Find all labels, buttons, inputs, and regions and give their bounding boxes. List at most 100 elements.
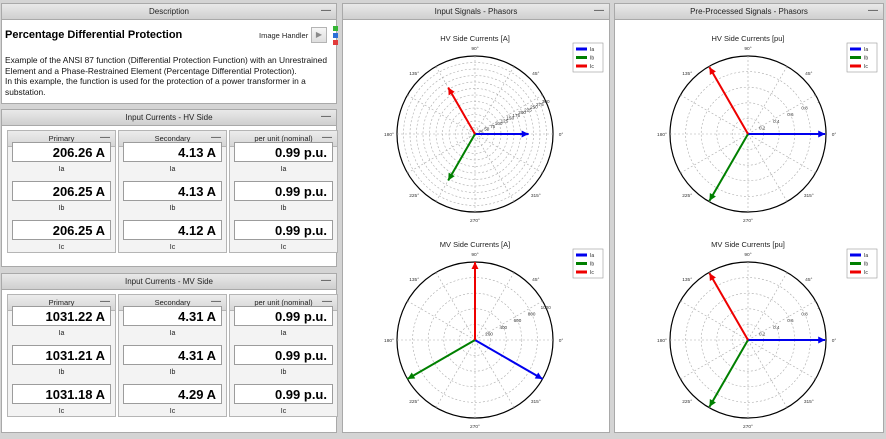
angle-tick-label: 180° [657,338,667,344]
phase-label: Ia [169,166,176,173]
angle-tick-label: 135° [682,71,692,77]
phasor-ib [406,339,476,380]
preprocessed-phasors-title: Pre-Processed Signals - Phasors [690,7,808,16]
mv_panel-primarycolumn: Primary —1031.22 A Ia 1031.21 A Ib 1031.18 A I… [7,294,116,417]
hv-currents-a-chart: HV Side Currents [A] 0° 45° 90° 135° 180° 225°… [384,34,604,224]
angle-tick-label: 315° [804,193,814,199]
image-handler-button[interactable]: ▶ [311,27,327,43]
minimize-button[interactable]: — [321,5,331,16]
angle-tick-label: 180° [384,132,394,138]
legend-label: Ic [864,64,868,70]
polar-grid-spoke [747,94,816,135]
polar-grid-spoke [435,272,476,341]
polar-grid-spoke [407,133,476,174]
phasor-arrowhead [534,372,543,379]
radial-tick-label: 1000 [541,305,552,310]
phasor-arrowhead [709,399,716,407]
angle-tick-label: 315° [804,399,814,405]
blue-indicator [333,33,338,38]
legend-label: Ic [590,64,594,70]
minimize-button[interactable]: — [211,296,221,307]
minimize-button[interactable]: — [100,132,110,143]
description-header: Description — [2,4,336,20]
value-display: 4.31 A [123,306,222,326]
angle-tick-label: 315° [531,399,541,405]
value-display: 4.29 A [123,384,222,404]
radial-tick-label: 75 [490,124,496,129]
polar-grid-spoke [435,339,476,408]
phasor-ib [708,133,749,202]
value-display: 206.25 A [12,181,111,201]
phase-label: Ib [58,369,65,376]
phase-label: Ic [58,408,65,415]
radial-tick-label: 0.4 [773,119,780,124]
mv-currents-title: Input Currents - MV Side [124,277,214,286]
angle-tick-label: 90° [471,46,478,52]
radial-tick-label: 150 [507,116,515,121]
value-display: 1031.18 A [12,384,111,404]
radial-tick-label: 200 [518,110,526,115]
minimize-button[interactable]: — [322,296,332,307]
legend-label: Ib [864,262,868,268]
angle-tick-label: 135° [409,277,419,283]
value-display: 206.25 A [12,220,111,240]
polar-grid-spoke [680,94,749,135]
polar-grid-spoke [680,133,749,174]
phasor-arrowhead [709,67,716,75]
input-phasors-header: Input Signals - Phasors — [343,4,609,20]
radial-tick-label: 250 [530,105,538,110]
chart-title: MV Side Currents [pu] [711,240,785,249]
angle-tick-label: 270° [743,424,753,430]
value-display: 1031.21 A [12,345,111,365]
polar-grid-spoke [747,133,788,202]
polar-grid-spoke [474,133,515,202]
polar-grid-spoke [747,300,816,341]
hv_panel-per-unit-nominal-column: per unit (nominal) —0.99 p.u. Ia 0.99 p.u. I… [229,130,338,253]
phasor-ic [708,272,749,341]
angle-tick-label: 45° [805,277,812,283]
angle-tick-label: 0° [559,338,564,344]
minimize-button[interactable]: — [100,296,110,307]
minimize-button[interactable]: — [322,132,332,143]
angle-tick-label: 225° [409,399,419,405]
phasor-ib [708,339,749,408]
mv_panel-per-unit-nominal-column: per unit (nominal) —0.99 p.u. Ia 0.99 p.u. I… [229,294,338,417]
hv-currents-panel: Input Currents - HV Side — Primary —206.2… [1,109,338,267]
phase-label: Ic [280,244,287,251]
polar-grid-spoke [747,272,788,341]
minimize-button[interactable]: — [321,275,331,286]
polar-grid-spoke [680,300,749,341]
value-display: 0.99 p.u. [234,181,333,201]
radial-tick-label: 0.6 [787,112,794,117]
polar-grid-spoke [474,94,543,135]
value-display: 4.12 A [123,220,222,240]
minimize-button[interactable]: — [594,5,604,16]
column-title: Secondary [154,298,191,307]
description-text: Example of the ANSI 87 function (Differe… [5,55,327,97]
hv-currents-header: Input Currents - HV Side — [2,110,336,126]
radial-tick-label: 0.2 [759,331,766,336]
input-phasors-title: Input Signals - Phasors [434,7,518,16]
minimize-button[interactable]: — [868,5,878,16]
radial-tick-label: 125 [501,118,509,123]
radial-tick-label: 400 [499,325,507,330]
polar-grid-spoke [680,339,749,380]
polar-grid-spoke [474,272,515,341]
phasor-arrowhead [448,172,455,181]
play-icon: ▶ [315,30,323,39]
minimize-button[interactable]: — [211,132,221,143]
phase-label: Ia [58,330,65,337]
mv-currents-pu-chart: MV Side Currents [pu] 0° 45° 90° 135° 180° 225… [657,240,878,430]
radial-tick-label: 600 [514,318,522,323]
value-display: 4.31 A [123,345,222,365]
radial-tick-label: 1 [817,99,820,104]
polar-grid-spoke [474,300,543,341]
mv_panel-secondarycolumn: Secondary —4.31 A Ia 4.31 A Ib 4.29 A Ic [118,294,227,417]
green-indicator [333,26,338,31]
radial-tick-label: 0.8 [801,106,808,111]
angle-tick-label: 90° [471,252,478,258]
angle-tick-label: 45° [805,71,812,77]
phasor-ia [474,339,544,380]
chart-title: HV Side Currents [A] [440,34,510,43]
minimize-button[interactable]: — [321,111,331,122]
